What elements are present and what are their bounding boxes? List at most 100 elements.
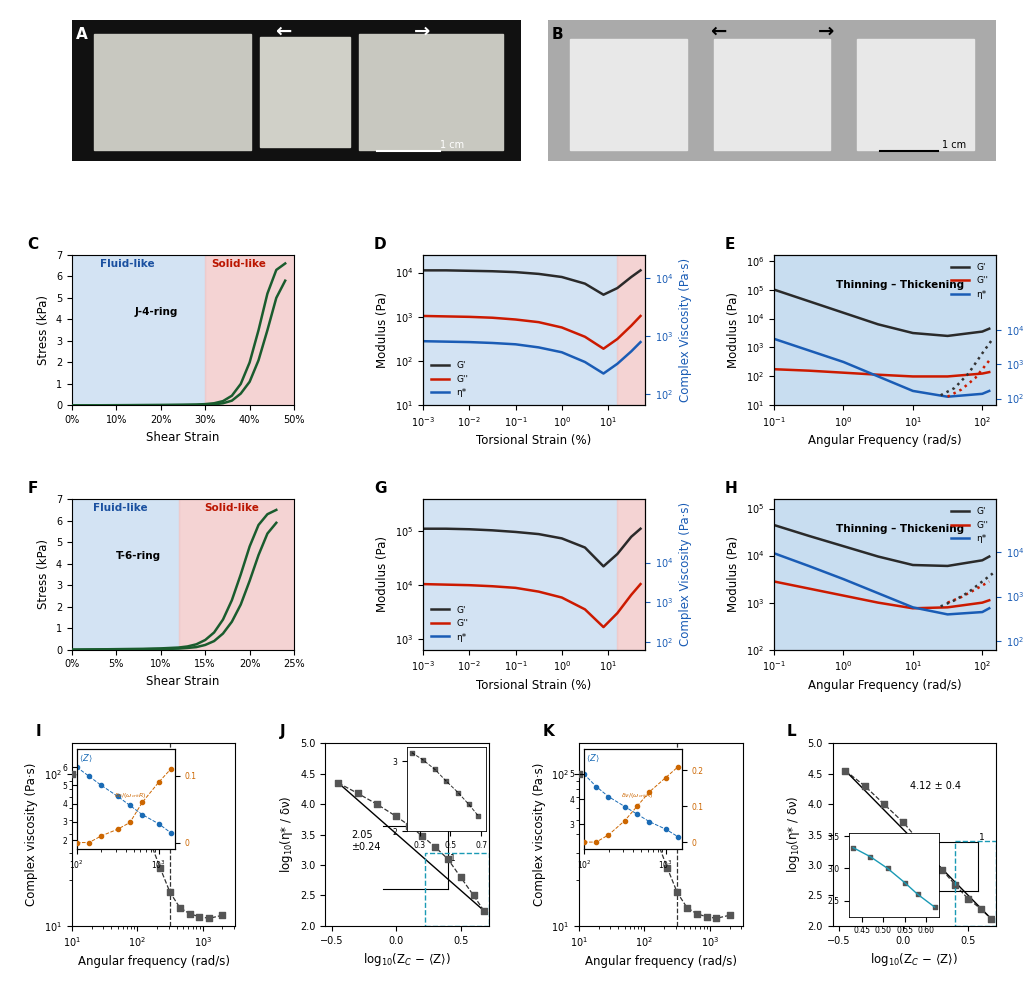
Text: G: G xyxy=(374,481,386,496)
G' xyxy=(983,551,995,562)
G' xyxy=(768,284,781,296)
Line: G': G' xyxy=(774,290,989,336)
G' xyxy=(635,523,647,535)
Point xyxy=(659,860,676,876)
Bar xyxy=(205,255,294,406)
G'' xyxy=(802,582,814,594)
Point xyxy=(129,804,146,820)
G' xyxy=(907,559,919,571)
G' xyxy=(440,523,452,535)
η* xyxy=(579,689,592,700)
Text: $\delta\nu/(\omega_{crit}R)$: $\delta\nu/(\omega_{crit}R)$ xyxy=(114,791,147,800)
G' xyxy=(417,523,429,535)
G' xyxy=(872,318,884,330)
FancyBboxPatch shape xyxy=(260,36,350,147)
η* xyxy=(533,342,545,354)
Point xyxy=(576,834,593,850)
Legend: G', G'', η*: G', G'', η* xyxy=(427,602,472,645)
Point xyxy=(698,909,715,925)
Bar xyxy=(72,499,179,650)
Point xyxy=(688,906,705,922)
η* xyxy=(556,347,568,359)
Point xyxy=(584,769,601,785)
Point xyxy=(172,899,188,915)
G' xyxy=(486,265,498,277)
G'' xyxy=(440,310,452,322)
Bar xyxy=(424,853,489,926)
η* xyxy=(486,664,498,676)
G'' xyxy=(417,310,429,322)
G'' xyxy=(872,368,884,380)
Text: E: E xyxy=(725,236,735,252)
Point xyxy=(896,815,912,830)
Text: →: → xyxy=(414,22,430,40)
G'' xyxy=(509,313,522,325)
G' xyxy=(802,530,814,542)
Point xyxy=(973,901,989,917)
η* xyxy=(942,609,954,621)
Point xyxy=(162,761,179,777)
Point xyxy=(721,907,737,923)
Text: $\delta\nu/(\omega_{crit}R)$: $\delta\nu/(\omega_{crit}R)$ xyxy=(621,791,654,800)
Text: F: F xyxy=(28,481,38,496)
Point xyxy=(401,818,417,833)
Point xyxy=(349,785,366,801)
G'' xyxy=(556,592,568,604)
Point xyxy=(623,784,640,800)
G'' xyxy=(983,594,995,606)
η* xyxy=(611,358,623,369)
G' xyxy=(625,531,638,543)
FancyBboxPatch shape xyxy=(714,39,830,150)
Point xyxy=(414,828,430,844)
G'' xyxy=(417,578,429,590)
Point xyxy=(453,870,469,886)
G'' xyxy=(837,366,849,378)
G'' xyxy=(635,310,647,322)
G' xyxy=(983,323,995,335)
η* xyxy=(635,662,647,674)
Text: ←: ← xyxy=(274,22,291,40)
Text: Solid-like: Solid-like xyxy=(204,503,259,513)
G' xyxy=(837,541,849,553)
Point xyxy=(465,887,482,903)
Point xyxy=(934,862,950,878)
G' xyxy=(533,528,545,540)
Text: Fluid-like: Fluid-like xyxy=(100,259,155,269)
G' xyxy=(768,519,781,531)
G' xyxy=(611,282,623,294)
Point xyxy=(588,834,605,850)
Point xyxy=(837,763,853,779)
Y-axis label: Complex Viscosity (Pa·s): Complex Viscosity (Pa·s) xyxy=(679,502,692,646)
Point xyxy=(959,890,976,906)
Point xyxy=(93,828,110,844)
Bar xyxy=(423,255,617,406)
Point xyxy=(629,799,645,815)
Text: L: L xyxy=(787,724,796,739)
G'' xyxy=(598,343,610,355)
η* xyxy=(440,336,452,348)
Text: 2.05
±0.24: 2.05 ±0.24 xyxy=(351,830,381,852)
G'' xyxy=(768,575,781,587)
Point xyxy=(110,821,126,837)
Text: →: → xyxy=(817,22,834,40)
Bar xyxy=(617,499,645,650)
η* xyxy=(463,336,476,348)
Point xyxy=(134,795,150,811)
Y-axis label: log$_{10}$(η* / δν): log$_{10}$(η* / δν) xyxy=(785,796,802,874)
Point xyxy=(983,911,999,927)
η* xyxy=(625,674,638,686)
Line: G': G' xyxy=(423,529,641,566)
Text: ←: ← xyxy=(710,22,726,40)
G' xyxy=(556,533,568,545)
Bar xyxy=(179,499,294,650)
G'' xyxy=(907,370,919,382)
Point xyxy=(908,829,924,845)
G' xyxy=(463,523,476,535)
Line: η*: η* xyxy=(774,554,989,615)
Point xyxy=(876,796,892,812)
X-axis label: Angular frequency (rad/s): Angular frequency (rad/s) xyxy=(78,955,230,968)
G'' xyxy=(802,364,814,376)
G'' xyxy=(907,603,919,615)
G' xyxy=(598,289,610,300)
G'' xyxy=(463,311,476,323)
